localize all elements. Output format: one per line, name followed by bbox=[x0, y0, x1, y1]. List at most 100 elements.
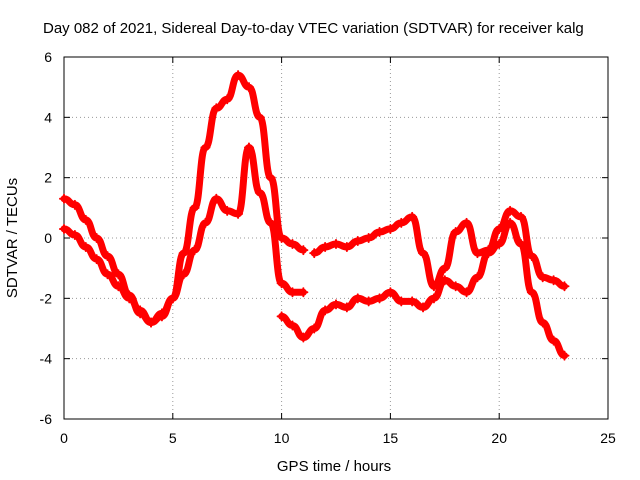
data-point-marker bbox=[526, 251, 537, 262]
data-point-marker bbox=[178, 248, 189, 259]
series-group bbox=[59, 70, 570, 361]
x-tick-label: 10 bbox=[274, 430, 290, 446]
data-point-marker bbox=[537, 272, 548, 283]
data-point-marker bbox=[548, 335, 559, 346]
data-point-marker bbox=[91, 254, 102, 265]
data-point-marker bbox=[254, 112, 265, 123]
data-point-marker bbox=[450, 281, 461, 292]
data-point-marker bbox=[472, 272, 483, 283]
data-point-marker bbox=[222, 94, 233, 105]
y-tick-label: -4 bbox=[40, 351, 53, 367]
data-point-marker bbox=[287, 320, 298, 331]
data-point-marker bbox=[537, 317, 548, 328]
data-point-marker bbox=[439, 263, 450, 274]
chart-title: Day 082 of 2021, Sidereal Day-to-day VTE… bbox=[43, 20, 584, 37]
data-point-marker bbox=[287, 287, 298, 298]
data-point-marker bbox=[243, 142, 254, 153]
y-tick-label: 6 bbox=[44, 49, 52, 65]
data-point-marker bbox=[298, 332, 309, 343]
data-point-marker bbox=[341, 302, 352, 313]
axis-ticks: 0 5 10 15 20 25 -6 -4 -2 0 2 4 6 bbox=[40, 49, 616, 446]
y-tick-label: 4 bbox=[44, 109, 52, 125]
data-point-marker bbox=[515, 239, 526, 250]
data-point-marker bbox=[494, 239, 505, 250]
data-point-marker bbox=[385, 287, 396, 298]
data-point-marker bbox=[483, 248, 494, 259]
y-tick-label: -6 bbox=[40, 411, 53, 427]
data-point-marker bbox=[548, 275, 559, 286]
data-point-marker bbox=[59, 193, 69, 204]
data-point-marker bbox=[407, 211, 418, 222]
data-point-marker bbox=[407, 296, 418, 307]
data-point-marker bbox=[418, 248, 429, 259]
data-point-marker bbox=[222, 205, 233, 216]
data-point-marker bbox=[341, 242, 352, 253]
x-tick-label: 25 bbox=[600, 430, 616, 446]
data-point-marker bbox=[91, 233, 102, 243]
data-point-marker bbox=[167, 293, 178, 304]
data-point-marker bbox=[559, 281, 570, 292]
y-tick-label: 2 bbox=[44, 170, 52, 186]
data-point-marker bbox=[233, 70, 244, 81]
data-point-marker bbox=[331, 299, 341, 310]
data-point-marker bbox=[472, 248, 483, 259]
data-point-marker bbox=[265, 217, 276, 228]
data-point-marker bbox=[494, 223, 505, 234]
data-point-marker bbox=[428, 293, 439, 304]
data-point-marker bbox=[200, 142, 211, 153]
data-point-marker bbox=[428, 281, 439, 292]
data-point-marker bbox=[135, 305, 146, 316]
data-point-marker bbox=[233, 208, 244, 219]
data-point-marker bbox=[526, 287, 537, 298]
data-point-marker bbox=[385, 223, 396, 234]
data-point-marker bbox=[298, 287, 309, 298]
data-point-marker bbox=[243, 82, 254, 93]
data-point-marker bbox=[80, 242, 91, 253]
data-point-marker bbox=[331, 239, 341, 250]
data-point-marker bbox=[515, 211, 526, 222]
data-point-marker bbox=[505, 205, 516, 216]
data-point-marker bbox=[124, 293, 135, 304]
series-track-a bbox=[60, 71, 307, 326]
series-track-d bbox=[278, 219, 568, 360]
data-point-marker bbox=[276, 278, 287, 289]
data-point-marker bbox=[211, 103, 222, 114]
data-point-marker bbox=[320, 242, 331, 253]
data-point-marker bbox=[113, 269, 124, 280]
data-point-marker bbox=[418, 302, 429, 313]
data-point-marker bbox=[298, 245, 309, 256]
data-point-marker bbox=[254, 187, 265, 198]
data-point-marker bbox=[396, 296, 407, 307]
data-point-marker bbox=[396, 217, 407, 228]
data-point-marker bbox=[178, 269, 189, 280]
x-tick-label: 15 bbox=[383, 430, 399, 446]
data-point-marker bbox=[461, 287, 472, 298]
data-point-marker bbox=[352, 293, 363, 304]
data-point-marker bbox=[320, 305, 331, 316]
data-point-marker bbox=[102, 269, 113, 280]
data-point-marker bbox=[287, 239, 298, 250]
x-tick-label: 20 bbox=[491, 430, 507, 446]
data-point-marker bbox=[189, 245, 200, 256]
data-point-marker bbox=[69, 199, 80, 210]
y-axis-label: SDTVAR / TECUs bbox=[4, 178, 21, 298]
data-point-marker bbox=[265, 172, 276, 183]
data-point-marker bbox=[363, 296, 374, 307]
data-point-marker bbox=[352, 236, 363, 247]
data-point-marker bbox=[200, 217, 211, 228]
data-point-marker bbox=[113, 281, 124, 292]
x-axis-label: GPS time / hours bbox=[277, 458, 391, 475]
data-point-marker bbox=[505, 217, 516, 228]
data-point-marker bbox=[309, 248, 320, 259]
data-point-marker bbox=[102, 251, 113, 262]
data-point-marker bbox=[439, 275, 450, 286]
data-point-marker bbox=[156, 308, 167, 319]
data-point-marker bbox=[59, 223, 69, 234]
data-point-marker bbox=[450, 226, 461, 237]
data-point-marker bbox=[559, 350, 570, 361]
data-point-marker bbox=[69, 229, 80, 240]
data-point-marker bbox=[146, 317, 157, 328]
data-point-marker bbox=[276, 233, 287, 243]
data-point-marker bbox=[309, 323, 320, 334]
y-tick-label: -2 bbox=[40, 290, 53, 306]
